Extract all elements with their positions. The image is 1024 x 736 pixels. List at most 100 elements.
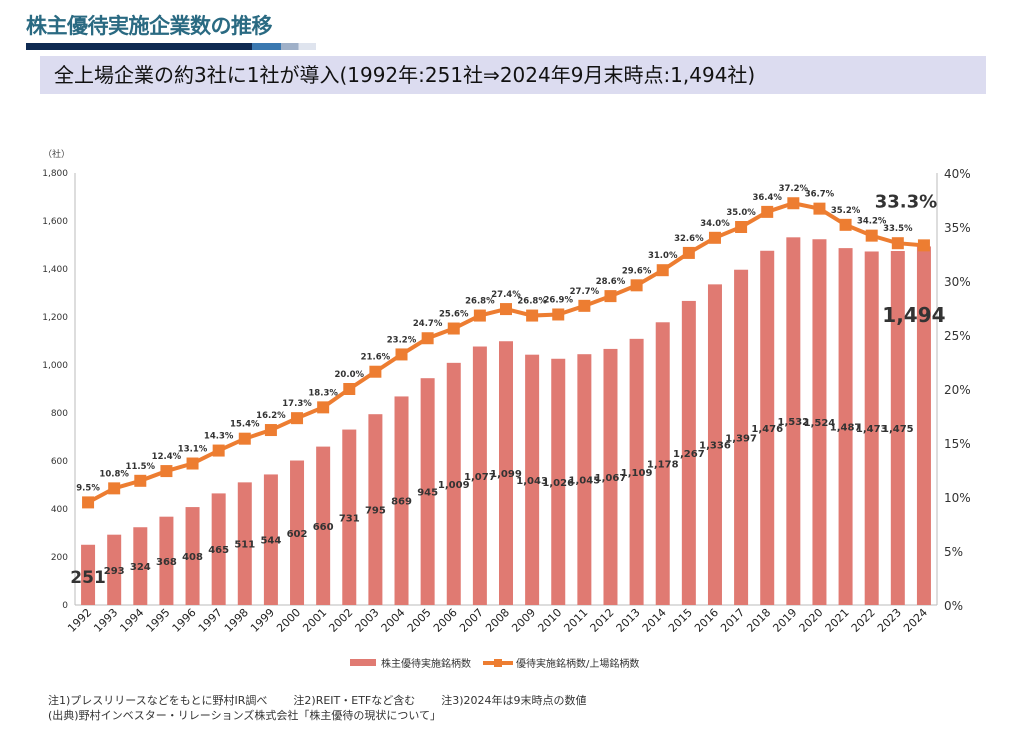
x-tick-label: 2011 bbox=[561, 606, 590, 635]
ratio-label: 10.8% bbox=[99, 469, 129, 479]
bar-value-label: 1,178 bbox=[647, 460, 679, 471]
left-tick-label: 600 bbox=[51, 457, 68, 467]
x-tick-label: 1994 bbox=[117, 606, 146, 635]
x-tick-label: 2018 bbox=[744, 606, 773, 635]
bar-2011 bbox=[577, 354, 592, 605]
ratio-label: 20.0% bbox=[335, 370, 365, 380]
x-tick-label: 2012 bbox=[588, 606, 617, 635]
ratio-label: 37.2% bbox=[779, 184, 809, 194]
x-tick-label: 1993 bbox=[91, 606, 120, 635]
left-tick-label: 400 bbox=[51, 505, 68, 515]
bar-value-label: 1,494 bbox=[882, 303, 945, 327]
ratio-marker-2008 bbox=[500, 303, 512, 316]
right-tick-label: 0% bbox=[944, 599, 963, 613]
bar-value-label: 869 bbox=[391, 497, 412, 508]
legend-bar-swatch bbox=[350, 659, 376, 666]
x-tick-label: 2021 bbox=[823, 606, 852, 635]
x-tick-label: 2017 bbox=[718, 606, 747, 635]
ratio-label: 36.4% bbox=[752, 193, 782, 203]
ratio-label: 28.6% bbox=[596, 277, 626, 287]
ratio-label: 29.6% bbox=[622, 266, 652, 276]
x-tick-label: 2020 bbox=[797, 606, 826, 635]
ratio-marker-2009 bbox=[526, 309, 539, 322]
x-tick-label: 2022 bbox=[849, 606, 878, 635]
bar-value-label: 293 bbox=[104, 566, 125, 577]
x-tick-label: 1999 bbox=[248, 606, 277, 635]
x-tick-label: 1992 bbox=[65, 606, 94, 635]
ratio-marker-1999 bbox=[264, 424, 277, 437]
bar-value-label: 731 bbox=[339, 513, 360, 524]
ratio-marker-1992 bbox=[82, 496, 95, 509]
right-tick-label: 15% bbox=[944, 437, 971, 451]
note-3: 注3)2024年は9末時点の数値 bbox=[441, 694, 587, 707]
ratio-label: 12.4% bbox=[152, 452, 182, 462]
x-tick-label: 1998 bbox=[222, 606, 251, 635]
ratio-marker-2003 bbox=[369, 365, 382, 378]
page-title: 株主優待実施企業数の推移 bbox=[26, 14, 273, 38]
ratio-marker-1995 bbox=[160, 465, 173, 478]
bar-1996 bbox=[185, 507, 200, 605]
legend-line-marker bbox=[494, 659, 502, 667]
bar-value-label: 1,077 bbox=[464, 472, 496, 483]
bar-value-label: 544 bbox=[260, 536, 281, 547]
bar-value-label: 602 bbox=[287, 529, 308, 540]
bar-2006 bbox=[446, 362, 461, 605]
ratio-label: 24.7% bbox=[413, 319, 443, 329]
x-tick-label: 1996 bbox=[170, 606, 199, 635]
left-tick-label: 1,200 bbox=[42, 313, 68, 323]
ratio-label: 21.6% bbox=[361, 353, 391, 363]
bar-2023 bbox=[890, 251, 905, 605]
bar-2009 bbox=[525, 354, 540, 605]
source-note: (出典)野村インベスター・リレーションズ株式会社「株主優待の現状について」 bbox=[48, 709, 442, 722]
ratio-marker-2011 bbox=[578, 299, 591, 312]
bar-2018 bbox=[760, 250, 775, 605]
x-tick-label: 2005 bbox=[405, 606, 434, 635]
bar-2003 bbox=[368, 414, 383, 605]
ratio-label: 26.8% bbox=[517, 297, 547, 307]
bar-2005 bbox=[420, 378, 435, 605]
ratio-marker-2015 bbox=[682, 246, 695, 259]
bar-value-label: 465 bbox=[208, 545, 229, 556]
ratio-label: 18.3% bbox=[308, 388, 338, 398]
bar-value-label: 1,026 bbox=[542, 478, 574, 489]
bar-value-label: 1,476 bbox=[751, 424, 783, 435]
bar-2021 bbox=[838, 248, 853, 605]
ratio-label: 27.7% bbox=[570, 287, 600, 297]
bar-2015 bbox=[681, 300, 696, 605]
bar-value-label: 408 bbox=[182, 552, 203, 563]
bar-value-label: 795 bbox=[365, 506, 386, 517]
legend-bar-label: 株主優待実施銘柄数 bbox=[381, 657, 471, 670]
ratio-label: 35.0% bbox=[726, 208, 756, 218]
bar-2013 bbox=[629, 338, 644, 605]
right-tick-label: 20% bbox=[944, 383, 971, 397]
bar-2012 bbox=[603, 348, 618, 605]
ratio-marker-2001 bbox=[317, 401, 330, 414]
bar-2024 bbox=[916, 246, 931, 605]
x-tick-label: 2013 bbox=[614, 606, 643, 635]
bar-1995 bbox=[159, 516, 174, 605]
ratio-label: 9.5% bbox=[76, 483, 100, 493]
ratio-marker-2006 bbox=[447, 322, 460, 335]
bar-value-label: 1,473 bbox=[856, 424, 888, 435]
ratio-marker-2024 bbox=[917, 239, 930, 252]
ratio-label: 14.3% bbox=[204, 432, 234, 442]
bar-1997 bbox=[211, 493, 226, 605]
ratio-marker-2017 bbox=[735, 221, 748, 233]
ratio-marker-1998 bbox=[238, 432, 251, 445]
ratio-marker-1997 bbox=[212, 444, 225, 457]
bar-value-label: 1,009 bbox=[438, 480, 470, 491]
note-2: 注2)REIT・ETFなど含む bbox=[293, 694, 416, 707]
left-tick-label: 0 bbox=[62, 601, 68, 611]
ratio-marker-2007 bbox=[473, 309, 486, 322]
bar-value-label: 1,109 bbox=[621, 468, 653, 479]
x-tick-label: 2014 bbox=[640, 606, 669, 635]
bar-1993 bbox=[107, 534, 122, 605]
ratio-marker-2005 bbox=[421, 332, 434, 345]
ratio-label: 17.3% bbox=[282, 399, 312, 409]
bar-2019 bbox=[786, 237, 801, 605]
ratio-label: 33.5% bbox=[883, 224, 913, 234]
x-tick-label: 2002 bbox=[326, 606, 355, 635]
right-tick-label: 5% bbox=[944, 545, 963, 559]
left-axis-unit: （社） bbox=[43, 148, 70, 160]
x-tick-label: 1997 bbox=[196, 606, 225, 635]
